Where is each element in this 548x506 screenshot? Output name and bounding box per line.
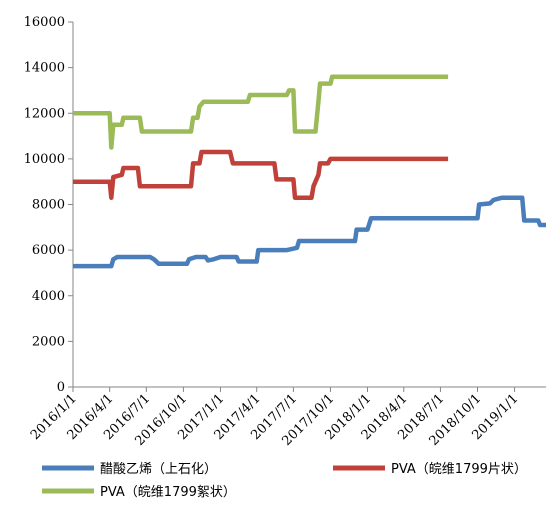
y-tick-label: 0 (57, 380, 65, 395)
y-tick-label: 14000 (24, 61, 65, 76)
y-tick-labels: 0 2000 4000 6000 8000 10000 12000 14000 16000 (24, 15, 65, 395)
series-line-2 (73, 149, 449, 200)
y-tick-label: 12000 (24, 106, 65, 121)
series-line-3 (73, 74, 449, 150)
y-tick-label: 4000 (32, 289, 65, 304)
legend-label-3: PVA（皖维1799絮状） (100, 484, 236, 500)
y-tick-label: 6000 (32, 243, 65, 258)
legend-label-2: PVA（皖维1799片状） (391, 462, 527, 477)
legend: 醋酸乙烯（上石化） PVA（皖维1799片状） PVA（皖维1799絮状） (42, 461, 527, 500)
y-tick-label: 10000 (24, 152, 65, 167)
y-tick-label: 2000 (32, 334, 65, 349)
series-line-1 (73, 195, 546, 269)
y-tick-label: 8000 (32, 198, 65, 213)
y-tick-label: 16000 (24, 15, 65, 30)
chart-axes (68, 21, 546, 392)
x-tick-labels: 2016/1/12016/4/12016/7/12016/10/12017/1/… (28, 391, 521, 449)
series-lines (73, 74, 546, 269)
legend-label-1: 醋酸乙烯（上石化） (100, 461, 217, 477)
